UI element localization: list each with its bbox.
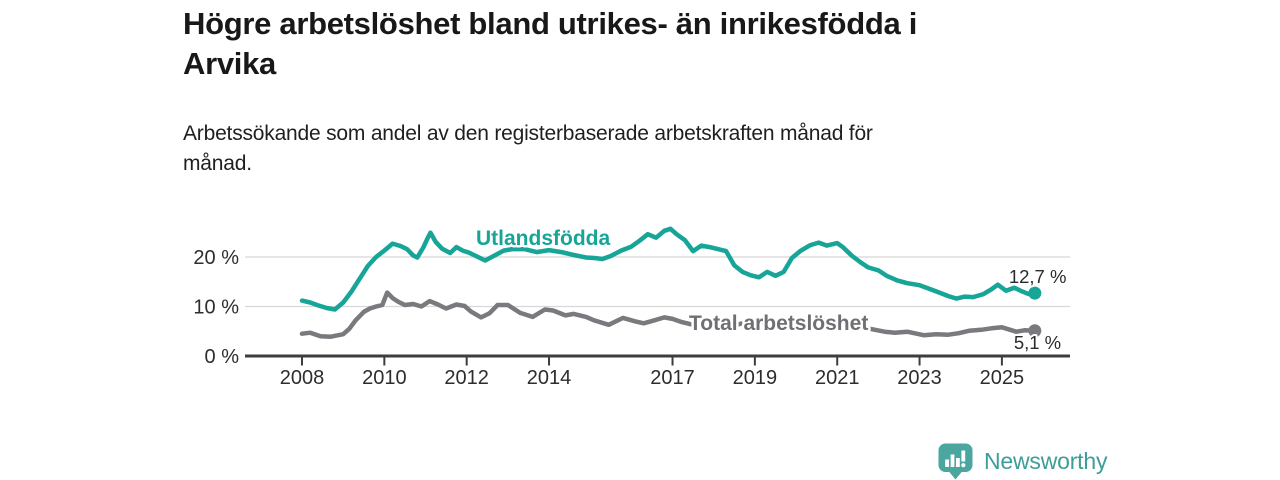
x-tick-label: 2012 xyxy=(444,367,489,389)
chart-title: Högre arbetslöshet bland utrikes- än inr… xyxy=(183,4,1143,84)
y-tick-label: 20 % xyxy=(193,247,239,269)
x-tick-label: 2008 xyxy=(280,367,325,389)
series-end-value-label-utlandsfodda: 12,7 % xyxy=(1009,266,1067,287)
series-end-value-label-total-arbetsloshet: 5,1 % xyxy=(1014,332,1061,353)
x-tick-label: 2019 xyxy=(733,367,778,389)
series-line-utlandsfodda xyxy=(299,226,1038,312)
chart-title-line-1: Högre arbetslöshet bland utrikes- än inr… xyxy=(183,6,918,41)
y-tick-label: 10 % xyxy=(193,297,239,319)
series-name-label-utlandsfodda: Utlandsfödda xyxy=(476,227,610,250)
x-tick-label: 2023 xyxy=(897,367,942,389)
chart-subtitle: Arbetssökande som andel av den registerb… xyxy=(183,119,1083,179)
series-line-total-arbetsloshet xyxy=(299,290,1038,339)
series-end-dot-total-arbetsloshet xyxy=(1028,324,1042,338)
x-tick-label: 2021 xyxy=(815,367,860,389)
series-end-dot-utlandsfodda xyxy=(1028,286,1042,300)
x-tick-label: 2014 xyxy=(527,367,572,389)
chart-subtitle-line-1: Arbetssökande som andel av den registerb… xyxy=(183,122,873,145)
newsworthy-logo-link[interactable]: Newsworthy xyxy=(938,443,1107,480)
x-tick-label: 2025 xyxy=(980,367,1025,389)
newsworthy-brand-text: Newsworthy xyxy=(984,448,1108,474)
series-name-label-total-arbetsloshet: Total arbetslöshet xyxy=(689,312,868,335)
x-tick-label: 2010 xyxy=(362,367,407,389)
newsworthy-speech-bubble-bar-chart-icon xyxy=(938,443,973,480)
chart-subtitle-line-2: månad. xyxy=(183,152,252,175)
y-tick-label: 0 % xyxy=(205,346,240,368)
chart-title-line-2: Arvika xyxy=(183,46,276,81)
x-tick-label: 2017 xyxy=(650,367,695,389)
